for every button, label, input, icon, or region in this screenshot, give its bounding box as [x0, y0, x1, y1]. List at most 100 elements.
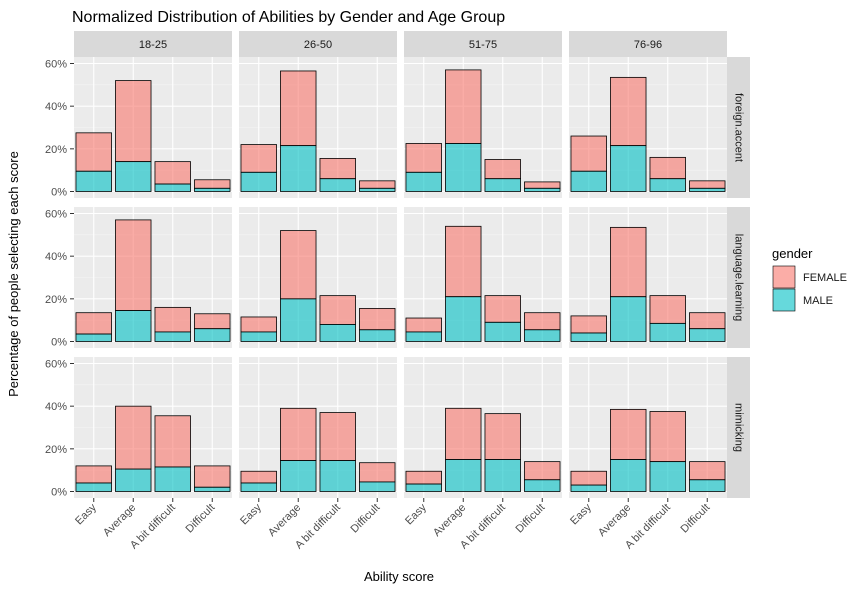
- facet-panel: [239, 57, 397, 198]
- bar-female: [445, 407, 482, 460]
- bar-male: [280, 145, 317, 192]
- legend-label-female: FEMALE: [803, 272, 847, 284]
- bar-female: [524, 312, 561, 331]
- x-tick-label: Easy: [73, 501, 99, 527]
- row-strip: [727, 357, 750, 498]
- x-axis-title: Ability score: [364, 569, 434, 584]
- facet-panel: [569, 207, 727, 348]
- bar-female: [154, 161, 191, 185]
- bar-female: [484, 159, 521, 180]
- x-tick-label: Difficult: [349, 502, 383, 536]
- bar-male: [445, 296, 482, 342]
- bar-female: [610, 76, 647, 147]
- x-tick-label: Difficult: [679, 502, 713, 536]
- bar-female: [484, 413, 521, 460]
- bar-female: [280, 70, 317, 147]
- bar-male: [75, 482, 112, 492]
- column-strip-label: 51-75: [469, 39, 497, 51]
- bar-male: [570, 484, 607, 492]
- bar-female: [280, 407, 317, 461]
- bar-male: [75, 333, 112, 342]
- bar-male: [240, 482, 277, 492]
- facet-panel: [569, 57, 727, 198]
- y-tick-label: 0%: [51, 337, 67, 349]
- y-tick-label: 20%: [45, 294, 67, 306]
- row-strip: [727, 57, 750, 198]
- bar-male: [445, 459, 482, 492]
- x-tick-label: Easy: [568, 501, 594, 527]
- bar-female: [689, 180, 726, 189]
- bar-female: [359, 462, 396, 483]
- bar-female: [524, 181, 561, 189]
- bar-male: [194, 328, 231, 342]
- bar-female: [610, 408, 647, 460]
- bar-female: [154, 415, 191, 468]
- bar-female: [154, 306, 191, 333]
- bar-male: [649, 322, 686, 342]
- facet-panel: [404, 357, 562, 498]
- facet-panel: [404, 57, 562, 198]
- bar-male: [405, 483, 442, 492]
- bar-male: [359, 481, 396, 492]
- bar-male: [405, 331, 442, 342]
- bar-male: [484, 321, 521, 342]
- bar-female: [75, 465, 112, 484]
- bar-male: [484, 178, 521, 192]
- bar-female: [359, 308, 396, 331]
- bar-female: [405, 317, 442, 333]
- bar-female: [445, 225, 482, 298]
- bar-female: [194, 179, 231, 189]
- bar-male: [75, 170, 112, 192]
- column-strip: [569, 31, 727, 57]
- y-axis-title: Percentage of people selecting each scor…: [6, 151, 21, 397]
- x-tick-label: Average: [596, 502, 633, 539]
- bar-male: [405, 171, 442, 192]
- bar-female: [194, 465, 231, 488]
- y-tick-label: 40%: [45, 251, 67, 263]
- facet-panel: [74, 357, 232, 498]
- bar-male: [319, 460, 356, 492]
- facet-panel: [74, 207, 232, 348]
- bar-male: [280, 460, 317, 492]
- x-tick-label: Average: [101, 502, 138, 539]
- bar-male: [484, 459, 521, 492]
- facet-panel: [239, 357, 397, 498]
- y-tick-label: 60%: [45, 59, 67, 71]
- bar-female: [649, 156, 686, 180]
- bar-female: [405, 470, 442, 485]
- y-tick-label: 40%: [45, 101, 67, 113]
- bar-male: [445, 143, 482, 192]
- bar-male: [154, 331, 191, 342]
- bar-male: [524, 479, 561, 492]
- facet-panel: [239, 207, 397, 348]
- bar-male: [610, 145, 647, 192]
- row-strip-label: mimicking: [733, 403, 745, 452]
- bar-male: [689, 328, 726, 342]
- bar-male: [319, 324, 356, 342]
- column-strip: [239, 31, 397, 57]
- facet-panel: [569, 357, 727, 498]
- bar-female: [689, 461, 726, 481]
- y-tick-label: 40%: [45, 401, 67, 413]
- x-tick-label: Average: [266, 502, 303, 539]
- bar-female: [359, 180, 396, 189]
- legend-title: gender: [772, 246, 813, 261]
- bar-female: [649, 295, 686, 324]
- facet-panels: 18-25 26-50 51-75 76-96 foreign.accent langua…: [45, 31, 750, 551]
- bar-female: [484, 295, 521, 323]
- bar-female: [570, 470, 607, 486]
- bar-male: [115, 468, 152, 492]
- y-tick-label: 60%: [45, 359, 67, 371]
- x-tick-label: Difficult: [184, 502, 218, 536]
- column-strip-label: 26-50: [304, 39, 332, 51]
- bar-female: [75, 132, 112, 172]
- bar-male: [524, 329, 561, 342]
- bar-female: [115, 405, 152, 470]
- bar-male: [649, 178, 686, 192]
- legend-label-male: MALE: [803, 295, 833, 307]
- bar-female: [280, 230, 317, 300]
- column-strip-label: 76-96: [634, 39, 662, 51]
- bar-female: [319, 412, 356, 461]
- bar-female: [570, 135, 607, 172]
